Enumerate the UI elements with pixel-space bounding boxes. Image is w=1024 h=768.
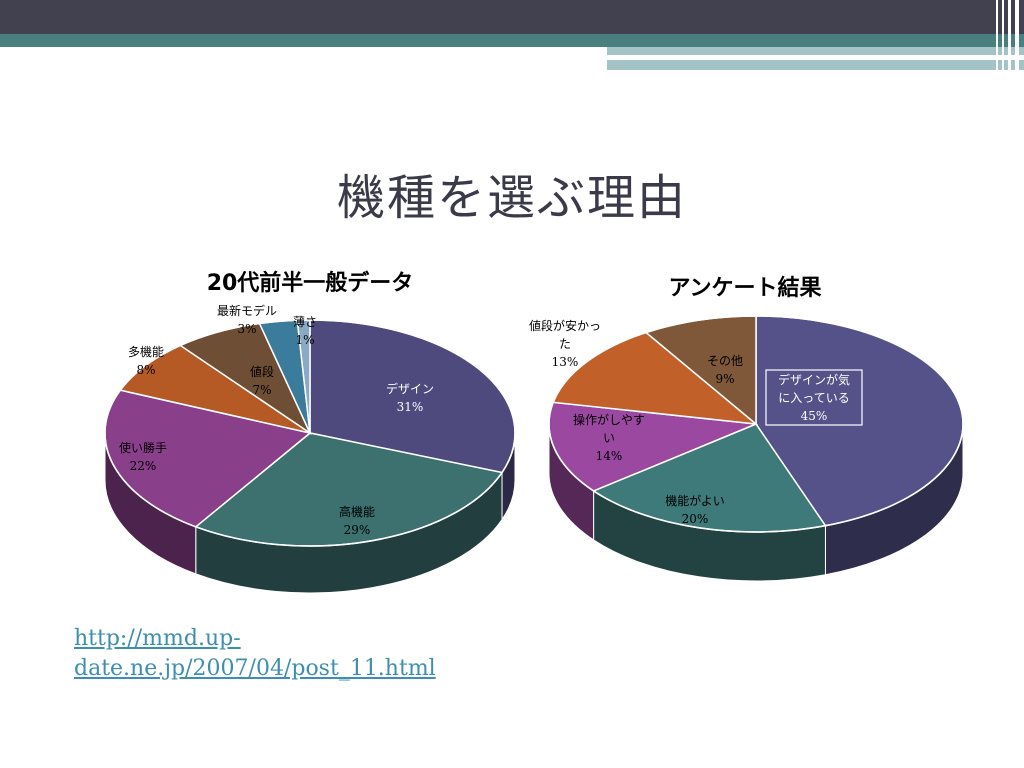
slice-name-4: その他 [707, 354, 743, 368]
pie-rim [548, 315, 964, 533]
header-light-band [607, 47, 1024, 55]
source-link[interactable]: http://mmd.up-date.ne.jp/2007/04/post_11… [74, 626, 436, 681]
header-dark-band [0, 0, 1024, 34]
chart-title-right: アンケート結果 [668, 276, 822, 301]
slice-percent-0: 45% [801, 409, 828, 423]
pie-tops [548, 315, 964, 533]
slice-name-1: 高機能 [339, 504, 375, 519]
slice-label-6: 薄さ 1% [293, 314, 317, 347]
slice-name-0: に入っている [778, 391, 849, 405]
pie-tops [104, 319, 516, 547]
slice-percent-4: 9% [715, 372, 734, 386]
slide-title: 機種を選ぶ理由 [336, 170, 687, 226]
slice-label-5: 最新モデル 3% [217, 303, 277, 336]
chart-title-left: 20代前半一般データ [206, 271, 414, 296]
pie-rim [104, 319, 516, 547]
slice-percent-4: 7% [252, 383, 271, 397]
slice-label-1: 機能がよい 20% [665, 493, 724, 526]
slice-percent-6: 1% [295, 333, 314, 347]
slice-name-3: た [559, 337, 571, 351]
header-divider [607, 56, 947, 58]
slice-name-2: い [603, 431, 615, 445]
slice-label-0: デザイン 31% [386, 381, 434, 414]
slice-percent-3: 8% [136, 363, 155, 377]
slice-name-4: 値段 [250, 364, 274, 379]
header-stripes [992, 0, 1024, 70]
slice-name-3: 多機能 [128, 344, 164, 359]
slice-label-4: 値段 7% [250, 364, 274, 397]
slice-label-2: 使い勝手 22% [119, 440, 167, 473]
slice-name-6: 薄さ [293, 314, 317, 329]
pie-labels-left: デザイン 31% 高機能 29% 使い勝手 22% 多機能 8% 値段 7% 最新モデル 3% 薄さ 1% [119, 303, 434, 537]
slice-percent-2: 14% [596, 449, 623, 463]
slice-label-1: 高機能 29% [339, 504, 375, 537]
slice-name-0: デザイン [386, 381, 434, 396]
header-teal-band [0, 34, 1024, 47]
slice-name-2: 操作がしやす [573, 412, 645, 427]
pie-chart-left [104, 319, 516, 594]
slice-name-2: 使い勝手 [119, 440, 167, 455]
slice-name-3: 値段が安かっ [529, 318, 601, 333]
slice-name-1: 機能がよい [665, 493, 724, 508]
slice-percent-0: 31% [397, 400, 424, 414]
slice-percent-1: 20% [682, 512, 709, 526]
slice-percent-5: 3% [237, 322, 256, 336]
slice-label-4: その他 9% [707, 354, 743, 386]
header-light-band-lower [607, 60, 1024, 70]
slice-percent-3: 13% [552, 355, 579, 369]
slice-label-3: 多機能 8% [128, 344, 164, 377]
slice-percent-1: 29% [344, 523, 371, 537]
slice-percent-2: 22% [130, 459, 157, 473]
label-box [765, 369, 863, 426]
pie-chart-right [548, 315, 964, 582]
slice-name-5: 最新モデル [217, 303, 277, 318]
slice-name-0: デザインが気 [778, 372, 850, 387]
